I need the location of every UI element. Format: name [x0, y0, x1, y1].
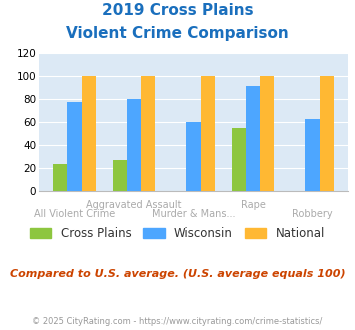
Bar: [186, 122, 201, 191]
Bar: [260, 76, 274, 191]
Bar: [320, 76, 334, 191]
Text: Aggravated Assault: Aggravated Assault: [86, 200, 182, 210]
Bar: [82, 76, 96, 191]
Bar: [141, 76, 155, 191]
Bar: [246, 86, 260, 191]
Text: © 2025 CityRating.com - https://www.cityrating.com/crime-statistics/: © 2025 CityRating.com - https://www.city…: [32, 317, 323, 326]
Bar: [305, 118, 320, 191]
Text: Rape: Rape: [241, 200, 266, 210]
Bar: [67, 102, 82, 191]
Bar: [113, 160, 127, 191]
Legend: Cross Plains, Wisconsin, National: Cross Plains, Wisconsin, National: [30, 227, 325, 240]
Text: All Violent Crime: All Violent Crime: [34, 209, 115, 218]
Text: 2019 Cross Plains: 2019 Cross Plains: [102, 3, 253, 18]
Text: Murder & Mans...: Murder & Mans...: [152, 209, 235, 218]
Bar: [231, 128, 246, 191]
Bar: [53, 164, 67, 191]
Bar: [201, 76, 215, 191]
Text: Compared to U.S. average. (U.S. average equals 100): Compared to U.S. average. (U.S. average …: [10, 269, 345, 279]
Text: Robbery: Robbery: [292, 209, 333, 218]
Text: Violent Crime Comparison: Violent Crime Comparison: [66, 26, 289, 41]
Bar: [127, 99, 141, 191]
